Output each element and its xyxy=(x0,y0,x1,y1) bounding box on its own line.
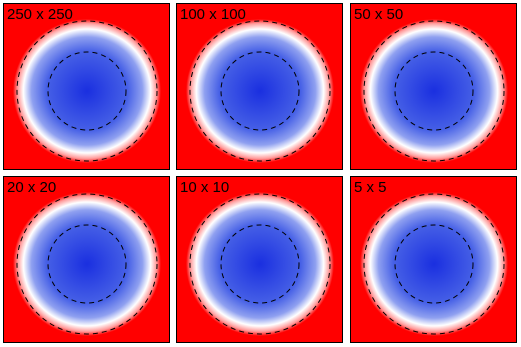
outer-ring xyxy=(363,193,505,335)
inner-ring xyxy=(394,51,474,131)
inner-ring xyxy=(220,224,300,304)
panel: 20 x 20 xyxy=(3,176,170,343)
panel: 50 x 50 xyxy=(350,3,517,170)
outer-ring xyxy=(189,20,331,162)
heatmap-blob xyxy=(186,19,334,163)
outer-ring xyxy=(363,20,505,162)
panel-border xyxy=(176,176,343,343)
outer-ring xyxy=(189,193,331,335)
inner-ring xyxy=(47,51,127,131)
panel-label: 10 x 10 xyxy=(180,179,229,196)
panel-label: 50 x 50 xyxy=(354,6,403,23)
panel-border xyxy=(350,176,517,343)
panel-border xyxy=(176,3,343,170)
panel-label: 250 x 250 xyxy=(7,6,73,23)
heatmap-blob xyxy=(13,192,161,336)
panel-label: 5 x 5 xyxy=(354,179,387,196)
panel: 100 x 100 xyxy=(176,3,343,170)
panel: 250 x 250 xyxy=(3,3,170,170)
heatmap-blob xyxy=(360,19,508,163)
inner-ring xyxy=(394,224,474,304)
panel-label: 100 x 100 xyxy=(180,6,246,23)
heatmap-blob xyxy=(186,192,334,336)
heatmap-blob xyxy=(13,19,161,163)
panel-border xyxy=(350,3,517,170)
outer-ring xyxy=(16,193,158,335)
outer-ring xyxy=(16,20,158,162)
heatmap-blob xyxy=(360,192,508,336)
inner-ring xyxy=(220,51,300,131)
panel: 10 x 10 xyxy=(176,176,343,343)
panel: 5 x 5 xyxy=(350,176,517,343)
panel-border xyxy=(3,176,170,343)
panel-border xyxy=(3,3,170,170)
panel-label: 20 x 20 xyxy=(7,179,56,196)
inner-ring xyxy=(47,224,127,304)
